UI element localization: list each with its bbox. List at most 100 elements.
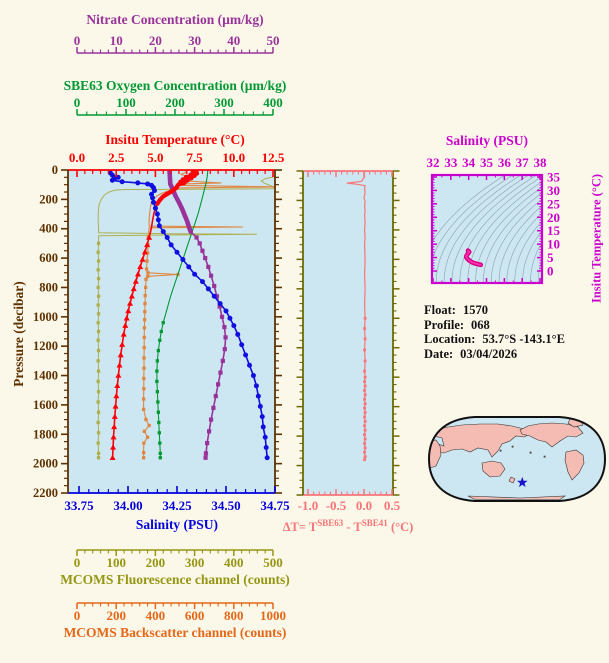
svg-text:400: 400 — [263, 95, 283, 110]
svg-text:0: 0 — [74, 608, 81, 623]
svg-text:2.5: 2.5 — [108, 150, 125, 165]
profile-number-row: Profile: 068 — [424, 318, 565, 333]
series-nitrate — [167, 170, 228, 460]
series-fluorescence — [96, 170, 275, 460]
svg-text:32: 32 — [427, 155, 440, 170]
date-label: Date: — [424, 346, 454, 361]
profile-number-label: Profile: — [424, 317, 465, 332]
svg-text:600: 600 — [39, 251, 58, 265]
svg-text:0: 0 — [52, 163, 58, 177]
landmass-south-america — [564, 449, 585, 481]
delta-t-axis-title: ΔT= TSBE63 - TSBE41 (°C) — [278, 518, 418, 535]
profile-number-value: 068 — [471, 317, 490, 332]
svg-text:34.25: 34.25 — [162, 498, 192, 513]
svg-text:0: 0 — [74, 95, 81, 110]
continents — [429, 418, 585, 500]
svg-text:34.50: 34.50 — [211, 498, 240, 513]
svg-text:1800: 1800 — [33, 427, 58, 441]
temperature-axis-title: Insitu Temperature (°C) — [105, 132, 245, 147]
delta-t-title-part: (°C) — [387, 520, 414, 535]
series-salinity — [107, 170, 270, 461]
svg-text:30: 30 — [188, 33, 201, 48]
main-plot-axes: 0.0 2.5 5.0 7.5 10.0 12.5 33.75 34.00 34.25 34.50… — [33, 150, 290, 513]
svg-text:35: 35 — [480, 155, 494, 170]
float-number-row: Float: 1570 — [424, 303, 565, 318]
fluorescence-axis-title: MCOMS Fluorescence channel (counts) — [60, 572, 290, 587]
svg-text:5.0: 5.0 — [147, 150, 163, 165]
pressure-axis-title: Pressure (decibar) — [11, 281, 26, 387]
world-map — [427, 416, 607, 502]
svg-text:400: 400 — [146, 608, 166, 623]
salinity-axis-title: Salinity (PSU) — [135, 517, 219, 532]
svg-text:7.5: 7.5 — [186, 150, 203, 165]
svg-text:300: 300 — [214, 95, 234, 110]
svg-text:30: 30 — [547, 183, 560, 198]
svg-text:33: 33 — [444, 155, 458, 170]
svg-text:25: 25 — [547, 196, 561, 211]
svg-text:34: 34 — [462, 155, 476, 170]
svg-text:37: 37 — [516, 155, 530, 170]
svg-text:34.75: 34.75 — [260, 498, 290, 513]
delta-t-title-sup: SBE63 — [317, 518, 344, 528]
series-oxygen — [155, 170, 209, 460]
svg-text:100: 100 — [106, 555, 126, 570]
delta-t-title-part: ΔT= T — [282, 520, 318, 535]
svg-text:1200: 1200 — [33, 339, 58, 353]
ts-curve — [463, 248, 484, 268]
svg-text:36: 36 — [498, 155, 512, 170]
delta-t-plot: -1.0 -0.5 0.0 0.5 — [296, 170, 401, 513]
svg-text:0: 0 — [74, 555, 81, 570]
svg-text:35: 35 — [547, 170, 561, 185]
svg-text:200: 200 — [146, 555, 166, 570]
backscatter-axis: 0 200 400 600 800 1000 — [74, 602, 286, 623]
svg-text:0.5: 0.5 — [384, 498, 401, 513]
fluorescence-axis: 0 100 200 300 400 500 — [74, 549, 283, 570]
delta-t-curve — [346, 171, 367, 462]
location-label: Location: — [424, 332, 476, 346]
landmass-new-zealand — [508, 476, 516, 484]
svg-text:200: 200 — [165, 95, 185, 110]
svg-text:0: 0 — [547, 264, 554, 279]
date-value: 03/04/2026 — [460, 346, 518, 361]
svg-text:15: 15 — [547, 223, 561, 238]
float-number-label: Float: — [424, 303, 456, 317]
location-row: Location: 53.7°S -143.1°E — [424, 332, 565, 347]
oxygen-axis-title: SBE63 Oxygen Concentration (µm/kg) — [63, 78, 287, 93]
float-number-value: 1570 — [462, 303, 488, 317]
nitrate-axis-title: Nitrate Concentration (µm/kg) — [86, 12, 264, 27]
landmass-antarctica — [467, 495, 567, 500]
main-profile-plot — [68, 170, 275, 493]
svg-text:0.0: 0.0 — [69, 150, 85, 165]
svg-text:0: 0 — [74, 33, 81, 48]
svg-text:2000: 2000 — [33, 457, 58, 471]
svg-text:400: 400 — [224, 555, 244, 570]
delta-t-title-sup: SBE41 — [361, 518, 388, 528]
svg-text:1600: 1600 — [33, 398, 58, 412]
svg-text:10: 10 — [110, 33, 123, 48]
date-row: Date: 03/04/2026 — [424, 347, 565, 362]
svg-text:40: 40 — [227, 33, 240, 48]
svg-text:10: 10 — [547, 237, 560, 252]
svg-text:20: 20 — [547, 210, 560, 225]
profile-curves — [96, 170, 275, 461]
landmass-australia — [481, 460, 506, 478]
svg-text:-1.0: -1.0 — [298, 498, 319, 513]
svg-text:33.75: 33.75 — [64, 498, 94, 513]
svg-text:200: 200 — [106, 608, 126, 623]
svg-text:34.00: 34.00 — [113, 498, 142, 513]
location-value: 53.7°S -143.1°E — [482, 332, 565, 346]
oxygen-axis: 0 100 200 300 400 — [74, 95, 283, 116]
svg-text:1000: 1000 — [260, 608, 286, 623]
nitrate-axis: 0 10 20 30 40 50 — [74, 33, 280, 54]
svg-text:200: 200 — [39, 192, 58, 206]
backscatter-axis-title: MCOMS Backscatter channel (counts) — [63, 625, 287, 640]
svg-text:300: 300 — [185, 555, 205, 570]
float-location-star — [517, 476, 528, 488]
svg-text:12.5: 12.5 — [262, 150, 285, 165]
svg-text:100: 100 — [116, 95, 136, 110]
ts-salinity-axis-title: Salinity (PSU) — [445, 133, 529, 148]
float-info: Float: 1570 Profile: 068 Location: 53.7°S -… — [424, 303, 565, 361]
svg-text:1000: 1000 — [33, 310, 58, 324]
